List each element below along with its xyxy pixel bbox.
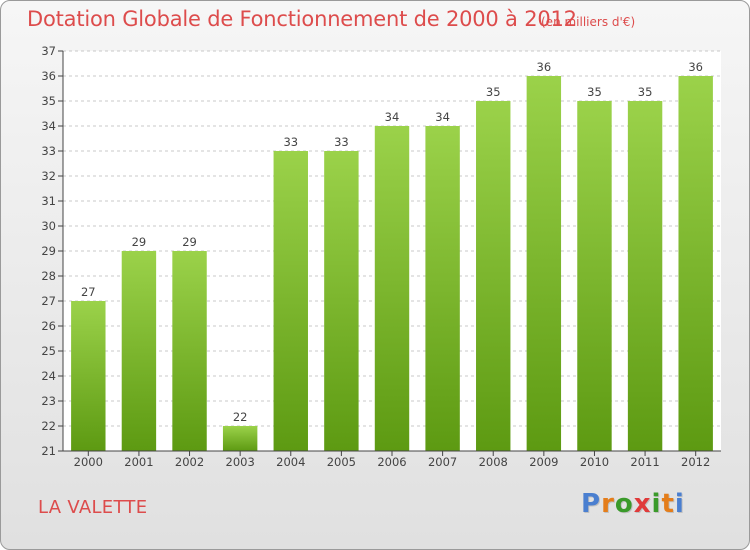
bar xyxy=(425,126,460,451)
bar xyxy=(627,101,663,451)
y-tick-label: 22 xyxy=(41,419,56,433)
logo-letter: r xyxy=(601,489,615,519)
bar xyxy=(324,151,359,451)
data-label: 27 xyxy=(81,285,96,299)
data-label: 35 xyxy=(638,85,653,99)
data-label: 22 xyxy=(233,410,248,424)
logo-letter: i xyxy=(674,489,685,519)
unit-label: (en milliers d'€) xyxy=(541,15,636,29)
y-tick-label: 31 xyxy=(41,194,56,208)
y-tick-label: 26 xyxy=(41,319,56,333)
x-tick-label: 2007 xyxy=(428,455,457,469)
bar xyxy=(273,151,308,451)
y-tick-label: 28 xyxy=(41,269,56,283)
logo-letter: o xyxy=(614,489,634,519)
x-tick-label: 2002 xyxy=(175,455,204,469)
data-label: 33 xyxy=(334,135,349,149)
y-tick-label: 27 xyxy=(41,294,56,308)
x-tick-label: 2000 xyxy=(74,455,103,469)
x-tick-label: 2003 xyxy=(226,455,255,469)
y-tick-label: 30 xyxy=(41,219,56,233)
data-label: 29 xyxy=(182,235,197,249)
place-name: LA VALETTE xyxy=(38,497,148,518)
bar xyxy=(71,301,106,451)
bar xyxy=(222,426,258,451)
x-tick-label: 2008 xyxy=(479,455,508,469)
y-tick-label: 25 xyxy=(41,344,56,358)
x-tick-label: 2001 xyxy=(124,455,153,469)
logo-letter: x xyxy=(633,489,652,519)
y-tick-label: 21 xyxy=(41,444,56,458)
x-tick-label: 2005 xyxy=(327,455,356,469)
data-label: 35 xyxy=(587,85,602,99)
x-tick-label: 2012 xyxy=(681,455,710,469)
bar xyxy=(374,126,410,451)
x-tick-label: 2011 xyxy=(630,455,659,469)
y-tick-label: 29 xyxy=(41,244,56,258)
y-tick-label: 24 xyxy=(41,369,56,383)
chart-title: Dotation Globale de Fonctionnement de 20… xyxy=(27,7,577,31)
data-label: 29 xyxy=(132,235,147,249)
x-tick-label: 2004 xyxy=(276,455,305,469)
data-label: 34 xyxy=(385,110,400,124)
data-label: 33 xyxy=(283,135,298,149)
logo-letter: P xyxy=(581,489,602,519)
data-label: 36 xyxy=(688,60,703,74)
y-tick-label: 32 xyxy=(41,169,56,183)
data-label: 35 xyxy=(486,85,501,99)
y-tick-label: 23 xyxy=(41,394,56,408)
bar xyxy=(526,76,562,451)
x-tick-label: 2006 xyxy=(377,455,406,469)
y-tick-label: 33 xyxy=(41,144,56,158)
y-tick-label: 34 xyxy=(41,119,56,133)
y-tick-label: 35 xyxy=(41,94,56,108)
proxiti-logo: Proxiti xyxy=(581,489,685,519)
bar xyxy=(577,101,612,451)
bar xyxy=(172,251,207,451)
bar xyxy=(121,251,157,451)
data-label: 34 xyxy=(435,110,450,124)
logo-letter: t xyxy=(661,489,675,519)
x-tick-label: 2010 xyxy=(580,455,609,469)
bar xyxy=(476,101,511,451)
data-label: 36 xyxy=(537,60,552,74)
y-tick-label: 37 xyxy=(41,44,56,58)
bar xyxy=(678,76,713,451)
x-tick-label: 2009 xyxy=(529,455,558,469)
y-tick-label: 36 xyxy=(41,69,56,83)
logo-letter: i xyxy=(651,489,662,519)
